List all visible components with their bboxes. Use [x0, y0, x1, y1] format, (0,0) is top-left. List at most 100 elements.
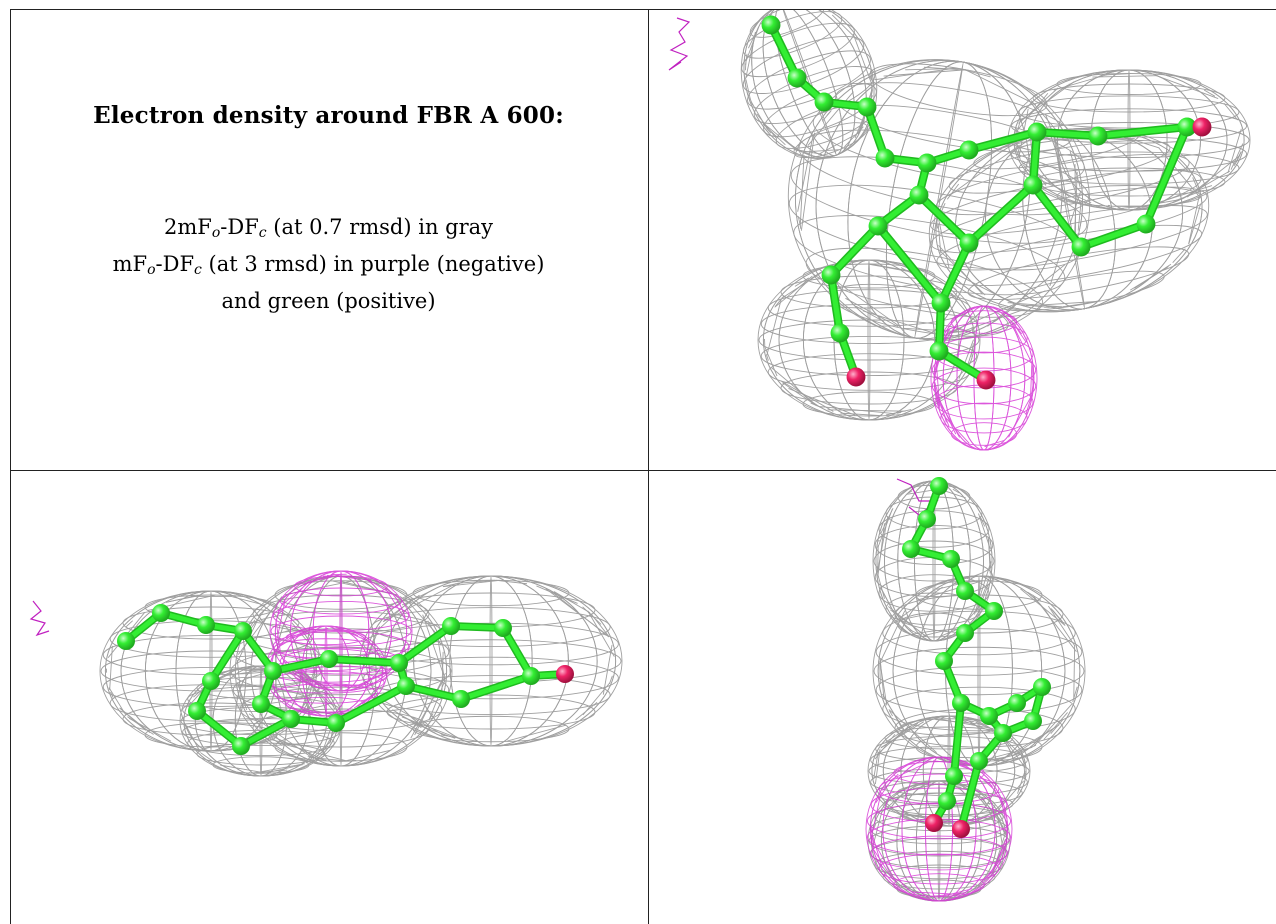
oxygen-atom: [556, 665, 574, 683]
carbon-atom: [264, 662, 282, 680]
carbon-atom: [931, 293, 951, 313]
carbon-atom: [761, 15, 781, 35]
carbon-atom: [875, 148, 895, 168]
carbon-atom: [442, 617, 460, 635]
carbon-atom: [994, 724, 1012, 742]
bond-highlight: [500, 625, 534, 679]
carbon-atom: [821, 265, 841, 285]
bond-highlight: [958, 758, 982, 832]
difference-density-fragment: [668, 17, 691, 71]
legend-line-fo-fc: mFo-DFc (at 3 rmsd) in purple (negative): [112, 252, 545, 278]
carbon-atom: [956, 624, 974, 642]
carbon-atom: [959, 140, 979, 160]
carbon-atom: [830, 323, 850, 343]
carbon-atom: [320, 650, 338, 668]
carbon-atom: [814, 92, 834, 112]
bond-highlight: [1034, 129, 1101, 139]
carbon-atom: [970, 752, 988, 770]
carbon-atom: [152, 604, 170, 622]
carbon-atom: [935, 652, 953, 670]
difference-density-fragment: [896, 478, 939, 516]
carbon-atom: [397, 677, 415, 695]
molecule-atoms: [117, 604, 574, 755]
bond-highlight: [966, 182, 1036, 246]
carbon-atom: [787, 68, 807, 88]
bond-highlight: [768, 22, 800, 81]
bond-highlight: [1095, 124, 1190, 139]
carbon-atom: [188, 702, 206, 720]
bond-highlight: [875, 223, 944, 306]
bottom-right-view: [865, 477, 1086, 902]
molecule-atoms: [761, 15, 1212, 390]
carbon-atom: [952, 694, 970, 712]
bond-highlight: [966, 129, 1040, 153]
carbon-atom: [1023, 175, 1043, 195]
bond-highlight: [828, 223, 881, 278]
carbon-atom: [1024, 712, 1042, 730]
bond-highlight: [403, 683, 464, 702]
bond-highlight: [194, 708, 244, 749]
carbon-atom: [945, 767, 963, 785]
oxygen-atom: [925, 814, 943, 832]
bond-highlight: [333, 683, 409, 726]
difference-density-fragment: [29, 600, 50, 637]
carbon-atom: [390, 654, 408, 672]
grid-left-border: [10, 9, 11, 924]
oxygen-atom: [846, 367, 866, 387]
bond-highlight: [1143, 124, 1190, 227]
carbon-atom: [909, 185, 929, 205]
molecule-atoms: [902, 477, 1051, 838]
carbon-atom: [929, 341, 949, 361]
oxygen-atom: [1192, 117, 1212, 137]
carbon-atom: [942, 550, 960, 568]
bond-highlight: [828, 272, 843, 336]
legend-line-2fo-fc: 2mFo-DFc (at 0.7 rmsd) in gray: [163, 215, 494, 241]
carbon-atom: [918, 510, 936, 528]
carbon-atom: [1177, 117, 1197, 137]
carbon-atom: [494, 619, 512, 637]
density-legend: 2mFo-DFc (at 0.7 rmsd) in gray mFo-DFc (…: [10, 212, 647, 317]
bond-highlight: [458, 673, 534, 702]
carbon-atom: [857, 97, 877, 117]
bond-highlight: [208, 628, 246, 684]
carbon-atom: [938, 792, 956, 810]
panel-title: Electron density around FBR A 600:: [93, 102, 564, 129]
carbon-atom: [327, 714, 345, 732]
carbon-atom: [868, 216, 888, 236]
carbon-atom: [917, 153, 937, 173]
bond-highlight: [1078, 221, 1149, 250]
top-right-view: [668, 10, 1251, 451]
carbon-atom: [930, 477, 948, 495]
bond-highlight: [238, 716, 294, 749]
legend-line-green: and green (positive): [221, 289, 436, 313]
description-panel: Electron density around FBR A 600: 2mFo-…: [10, 10, 647, 470]
carbon-atom: [985, 602, 1003, 620]
carbon-atom: [1027, 122, 1047, 142]
carbon-atom: [1033, 678, 1051, 696]
bond-highlight: [938, 240, 972, 306]
carbon-atom: [452, 690, 470, 708]
carbon-atom: [959, 233, 979, 253]
bottom-left-view: [29, 570, 623, 777]
carbon-atom: [282, 710, 300, 728]
grid-top-border: [10, 9, 1276, 10]
grid-vertical-divider: [648, 9, 649, 924]
oxygen-atom: [952, 820, 970, 838]
bond-highlight: [396, 623, 454, 666]
carbon-atom: [1136, 214, 1156, 234]
carbon-atom: [902, 540, 920, 558]
carbon-atom: [252, 695, 270, 713]
bond-highlight: [270, 656, 332, 674]
carbon-atom: [980, 707, 998, 725]
carbon-atom: [197, 616, 215, 634]
carbon-atom: [117, 632, 135, 650]
carbon-atom: [1008, 694, 1026, 712]
gray-density-mesh: [867, 480, 1086, 902]
oxygen-atom: [976, 370, 996, 390]
bond-highlight: [326, 656, 402, 666]
carbon-atom: [202, 672, 220, 690]
bond-highlight: [1030, 182, 1084, 250]
carbon-atom: [956, 582, 974, 600]
carbon-atom: [522, 667, 540, 685]
bond-highlight: [916, 192, 972, 246]
